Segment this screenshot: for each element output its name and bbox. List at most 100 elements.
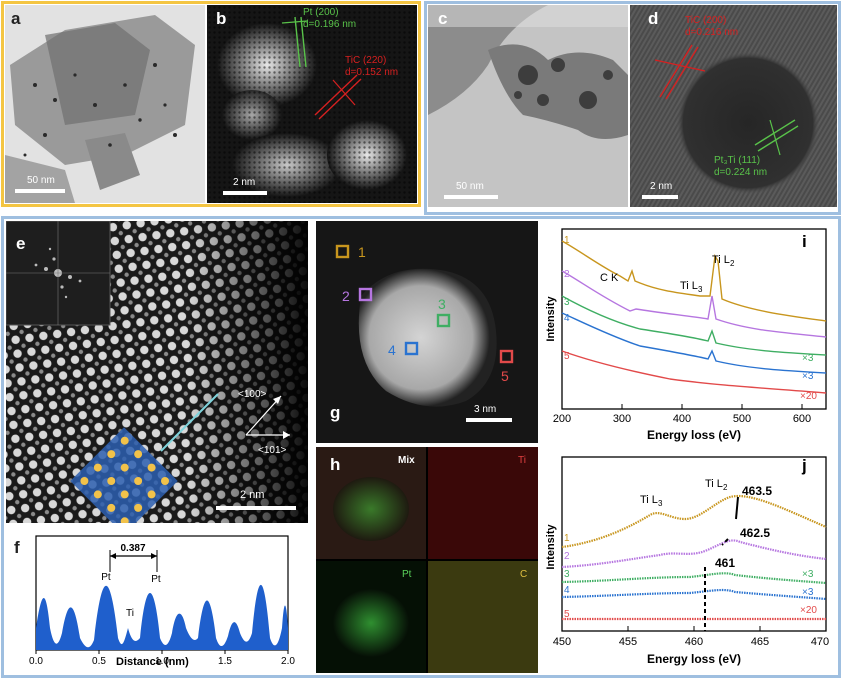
x-axis-label: Energy loss (eV) xyxy=(647,428,741,442)
scale-label: 2 nm xyxy=(240,489,265,501)
x-axis-label: Energy loss (eV) xyxy=(647,652,741,666)
point-label-4: 4 xyxy=(388,342,396,358)
peak-value-461: 461 xyxy=(715,556,735,570)
frame-ab xyxy=(1,1,421,207)
peak-label-til3: Ti L3 xyxy=(640,494,663,508)
annotation-pt200-d: d=0.196 nm xyxy=(303,19,357,30)
series-label-4: 4 xyxy=(564,313,570,324)
map-label-c: C xyxy=(520,569,528,580)
panel-a-tem-image: 50 nm xyxy=(5,5,205,203)
scale-bar xyxy=(223,191,267,195)
series-label-5: 5 xyxy=(564,609,570,620)
peak-label-til2: Ti L2 xyxy=(705,478,728,492)
point-label-3: 3 xyxy=(438,296,446,312)
tick-label: 0.0 xyxy=(29,656,43,667)
panel-letter-h: h xyxy=(330,455,341,474)
point-label-5: 5 xyxy=(501,368,509,384)
peak-label-til2: Ti L2 xyxy=(712,254,735,268)
panel-c-tem-image: 50 nm xyxy=(428,5,628,207)
panel-letter-d: d xyxy=(648,9,659,28)
peak-value-4635: 463.5 xyxy=(742,484,772,498)
series-label-3: 3 xyxy=(564,569,570,580)
panel-letter-g: g xyxy=(330,403,341,422)
tick-label: 300 xyxy=(613,413,631,425)
panel-f-line-profile: 0.0 0.5 1.0 1.5 2.0 0.387 Pt Pt Ti Dista… xyxy=(6,528,308,672)
direction-100-label: <100> xyxy=(238,389,267,400)
point-label-2: 2 xyxy=(342,288,350,304)
tick-label: 500 xyxy=(733,413,751,425)
map-label-mix: Mix xyxy=(398,455,415,466)
tick-label: 2.0 xyxy=(281,656,295,667)
peak-label-til3: Ti L3 xyxy=(680,280,703,294)
scale-bar xyxy=(216,506,296,510)
map-label-ti: Ti xyxy=(518,455,526,466)
tick-label: 455 xyxy=(619,636,637,648)
tick-label: 450 xyxy=(553,636,571,648)
panel-letter-c: c xyxy=(438,9,448,28)
panel-j-eels-chart: 450 455 460 465 470 Energy loss (eV) Int… xyxy=(545,456,829,666)
scale-bar xyxy=(444,195,498,199)
scale-label: 3 nm xyxy=(474,404,497,415)
panel-g-haadf-image: 1 2 3 4 5 3 nm xyxy=(316,221,538,443)
series-label-2: 2 xyxy=(564,269,570,280)
multiplier-4: ×3 xyxy=(802,371,814,382)
series-label-4: 4 xyxy=(564,585,570,596)
series-label-5: 5 xyxy=(564,351,570,362)
series-label-1: 1 xyxy=(564,235,570,246)
panel-letter-f: f xyxy=(14,538,20,557)
panel-letter-e: e xyxy=(16,234,26,253)
tick-label: 200 xyxy=(553,413,571,425)
scale-label: 50 nm xyxy=(27,175,55,186)
tick-label: 400 xyxy=(673,413,691,425)
annotation-pt3ti111-d: d=0.224 nm xyxy=(714,167,768,178)
x-axis-label: Distance (nm) xyxy=(116,656,189,668)
panel-i-eels-chart: 200 300 400 500 600 Energy loss (eV) Int… xyxy=(545,228,827,442)
multiplier-4: ×3 xyxy=(802,587,814,598)
panel-h-eds-maps: Mix Ti Pt C xyxy=(316,447,538,673)
series-label-1: 1 xyxy=(564,533,570,544)
multiplier-5: ×20 xyxy=(800,605,817,616)
tick-label: 1.5 xyxy=(218,656,232,667)
tick-label: 470 xyxy=(811,636,829,648)
tick-label: 0.5 xyxy=(92,656,106,667)
panel-letter-a: a xyxy=(11,9,21,28)
panel-letter-i: i xyxy=(802,232,807,251)
scale-bar xyxy=(15,189,65,193)
panel-d-hrtem-image: TiC (200) d=0.216 nm Pt₃Ti (111) d=0.224… xyxy=(630,5,837,207)
point-label-1: 1 xyxy=(358,244,366,260)
y-axis-label: Intensity xyxy=(545,296,557,342)
annotation-tic200-name: TiC (200) xyxy=(685,15,727,26)
scale-bar xyxy=(642,195,678,199)
annotation-tic220-d: d=0.152 nm xyxy=(345,67,399,78)
map-label-pt: Pt xyxy=(402,569,412,580)
peak-label-pt: Pt xyxy=(101,572,111,583)
scale-label: 50 nm xyxy=(456,181,484,192)
panel-e-haadf-image: <100> <101> 2 nm xyxy=(6,221,308,523)
annotation-pt3ti111-name: Pt₃Ti (111) xyxy=(714,155,761,166)
annotation-pt200-name: Pt (200) xyxy=(303,7,339,18)
scale-label: 2 nm xyxy=(233,177,256,188)
tick-label: 465 xyxy=(751,636,769,648)
multiplier-3: ×3 xyxy=(802,353,814,364)
scale-label: 2 nm xyxy=(650,181,673,192)
annotation-tic220-name: TiC (220) xyxy=(345,55,387,66)
panel-b-haadf-image: Pt (200) d=0.196 nm TiC (220) d=0.152 nm… xyxy=(207,5,417,203)
multiplier-3: ×3 xyxy=(802,569,814,580)
peak-label-ti: Ti xyxy=(126,608,134,619)
multiplier-5: ×20 xyxy=(800,391,817,402)
frame-bottom xyxy=(1,216,841,678)
annotation-tic200-d: d=0.216 nm xyxy=(685,27,739,38)
tick-label: 1.0 xyxy=(155,656,169,667)
peak-label-ck: C K xyxy=(600,272,619,284)
scale-bar xyxy=(466,418,512,422)
panel-letter-j: j xyxy=(801,456,807,475)
direction-101-label: <101> xyxy=(258,445,287,456)
peak-label-pt: Pt xyxy=(151,574,161,585)
y-axis-label: Intensity xyxy=(545,524,557,570)
series-label-2: 2 xyxy=(564,551,570,562)
peak-value-4625: 462.5 xyxy=(740,526,770,540)
series-label-3: 3 xyxy=(564,297,570,308)
tick-label: 460 xyxy=(685,636,703,648)
distance-value: 0.387 xyxy=(120,543,145,554)
tick-label: 600 xyxy=(793,413,811,425)
